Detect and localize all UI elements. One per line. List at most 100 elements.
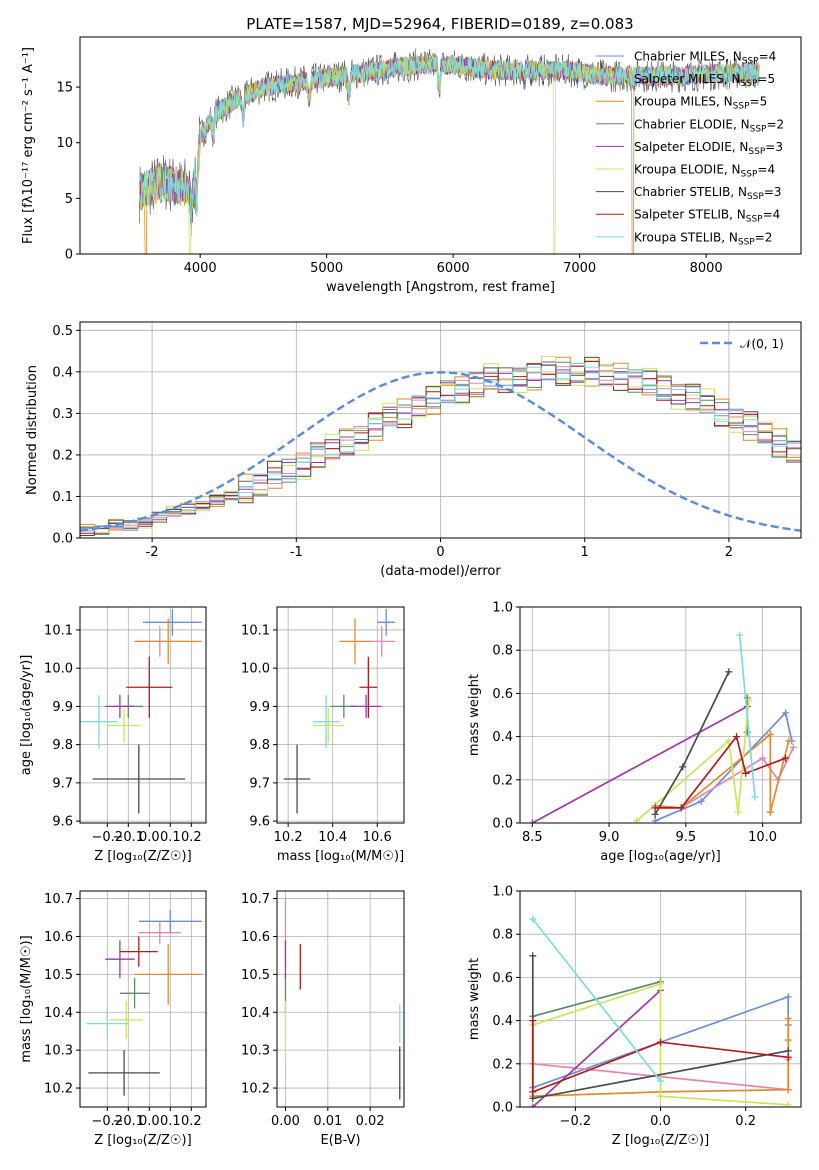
plot-area bbox=[80, 891, 206, 1107]
axes-frame bbox=[519, 606, 802, 824]
x-tick-label: 0.00 bbox=[271, 1114, 300, 1129]
x-tick-label: 9.5 bbox=[675, 830, 696, 845]
figure-title: PLATE=1587, MJD=52964, FIBERID=0189, z=0… bbox=[246, 15, 633, 33]
x-tick-label: 9.0 bbox=[599, 830, 620, 845]
y-tick-label: 9.6 bbox=[249, 815, 270, 830]
x-tick-label: 0.01 bbox=[313, 1114, 342, 1129]
spectrum-line-kroupa-stelib bbox=[139, 55, 760, 220]
y-tick-label: 0.4 bbox=[492, 1014, 513, 1029]
y-axis-label: age [log₁₀(age/yr)] bbox=[19, 655, 34, 776]
weight-marker bbox=[697, 797, 705, 805]
weight-line-salpeter-elodie bbox=[532, 989, 662, 1107]
x-tick-label: 0.1 bbox=[160, 1114, 181, 1129]
legend: Chabrier MILES, NSSP=4 Salpeter MILES, NS… bbox=[596, 50, 784, 247]
legend-entry: Chabrier STELIB, NSSP=3 bbox=[634, 185, 782, 202]
y-tick-label: 0.4 bbox=[52, 365, 73, 380]
weight-marker bbox=[784, 993, 792, 1001]
x-tick-label: 10.4 bbox=[318, 830, 347, 845]
y-axis-label: Flux [fλ10⁻¹⁷ erg cm⁻² s⁻¹ A⁻¹] bbox=[21, 47, 36, 244]
plot-age_vs_mass: 10.2 10.4 10.6 9.6 9.7 9.8 9.9 10.0 10.1 mass [lo… bbox=[241, 606, 405, 864]
weight-marker bbox=[736, 631, 744, 639]
weight-marker bbox=[784, 1036, 792, 1044]
x-tick-label: −0.2 bbox=[92, 830, 124, 845]
x-tick-label: −0.2 bbox=[92, 1114, 124, 1129]
y-tick-label: 10.0 bbox=[241, 662, 270, 677]
legend-entry: 𝒩(0, 1) bbox=[740, 337, 784, 351]
y-tick-label: 10.3 bbox=[44, 1044, 73, 1059]
y-tick-label: 9.7 bbox=[249, 776, 270, 791]
y-axis-label: mass weight bbox=[467, 958, 482, 1040]
x-axis-label: (data-model)/error bbox=[380, 564, 501, 579]
weight-marker bbox=[725, 668, 733, 676]
x-tick-label: −0.2 bbox=[560, 1114, 592, 1129]
weight-marker bbox=[528, 819, 536, 823]
axes-frame bbox=[276, 890, 405, 1108]
weight-marker bbox=[651, 804, 659, 812]
plot-area bbox=[520, 891, 801, 1107]
y-tick-label: 9.8 bbox=[52, 738, 73, 753]
weight-marker bbox=[784, 1101, 792, 1107]
weight-marker bbox=[657, 1038, 664, 1046]
y-tick-label: 9.9 bbox=[52, 700, 73, 715]
y-tick-label: 1.0 bbox=[492, 885, 513, 900]
plot-mass_vs_ebv: 0.00 0.01 0.02 10.2 10.3 10.4 10.5 10.6 10.7 E(B-… bbox=[241, 890, 405, 1148]
y-tick-label: 0.1 bbox=[52, 490, 73, 505]
legend-entry: Salpeter MILES, NSSP=5 bbox=[634, 72, 775, 89]
weight-marker bbox=[759, 754, 767, 762]
weight-marker bbox=[733, 733, 741, 741]
plot-area bbox=[80, 607, 206, 823]
y-tick-label: 9.9 bbox=[249, 700, 270, 715]
weight-marker bbox=[782, 754, 790, 762]
weight-marker bbox=[679, 763, 687, 771]
x-tick-label: 8.5 bbox=[522, 830, 543, 845]
normal-curve bbox=[80, 371, 801, 532]
x-tick-label: 0.02 bbox=[356, 1114, 385, 1129]
y-axis-label: mass [log₁₀(M/M☉)] bbox=[19, 935, 34, 1062]
weight-marker bbox=[751, 793, 759, 801]
legend-entry: Chabrier MILES, NSSP=4 bbox=[634, 50, 776, 67]
legend-entry: Salpeter ELODIE, NSSP=3 bbox=[634, 140, 783, 157]
y-tick-label: 1.0 bbox=[492, 601, 513, 616]
x-tick-label: 0 bbox=[436, 545, 444, 560]
y-tick-label: 0.0 bbox=[492, 1101, 513, 1116]
axes-frame bbox=[79, 890, 207, 1108]
x-axis-label: E(B-V) bbox=[320, 1133, 360, 1148]
weight-marker bbox=[784, 1086, 792, 1094]
weight-marker bbox=[529, 952, 537, 960]
x-tick-label: −0.1 bbox=[113, 1114, 145, 1129]
x-tick-label: 0.0 bbox=[650, 1114, 671, 1129]
x-axis-label: Z [log₁₀(Z/Z☉)] bbox=[612, 1133, 709, 1148]
x-tick-label: 0.2 bbox=[735, 1114, 756, 1129]
x-tick-label: 8000 bbox=[690, 261, 723, 276]
x-tick-label: -1 bbox=[290, 545, 303, 560]
weight-marker bbox=[785, 737, 793, 745]
x-tick-label: 7000 bbox=[563, 261, 596, 276]
weight-marker bbox=[766, 730, 774, 738]
weight-marker bbox=[766, 808, 774, 816]
y-tick-label: 9.7 bbox=[52, 776, 73, 791]
histogram-kroupa-stelib bbox=[80, 362, 801, 532]
y-tick-label: 9.6 bbox=[52, 815, 73, 830]
plot-area bbox=[277, 891, 404, 1107]
plot-area bbox=[139, 48, 760, 254]
x-tick-label: 10.6 bbox=[363, 830, 392, 845]
plot-age_vs_Z: −0.2−0.10.0 0.1 0.2 9.6 9.7 9.8 9.9 10.0 10.1 Z [… bbox=[19, 606, 207, 864]
x-tick-label: 5000 bbox=[310, 261, 343, 276]
y-tick-label: 10.3 bbox=[241, 1044, 270, 1059]
weight-marker bbox=[742, 769, 750, 777]
y-tick-label: 10.0 bbox=[44, 662, 73, 677]
weight-line-salpeter-stelib bbox=[531, 1020, 789, 1094]
y-tick-label: 0.8 bbox=[492, 928, 513, 943]
plot-area bbox=[520, 607, 801, 823]
y-tick-label: 10.5 bbox=[241, 968, 270, 983]
x-tick-label: −0.1 bbox=[113, 830, 145, 845]
x-tick-label: 0.2 bbox=[181, 1114, 202, 1129]
weight-marker bbox=[657, 980, 664, 988]
y-axis-label: mass weight bbox=[467, 674, 482, 756]
x-tick-label: 10.2 bbox=[274, 830, 303, 845]
legend-entry: Salpeter STELIB, NSSP=4 bbox=[634, 208, 780, 225]
y-tick-label: 10.7 bbox=[44, 892, 73, 907]
weight-marker bbox=[529, 1088, 537, 1096]
weight-line-kroupa-elodie bbox=[636, 699, 750, 822]
y-tick-label: 0.2 bbox=[492, 1057, 513, 1072]
